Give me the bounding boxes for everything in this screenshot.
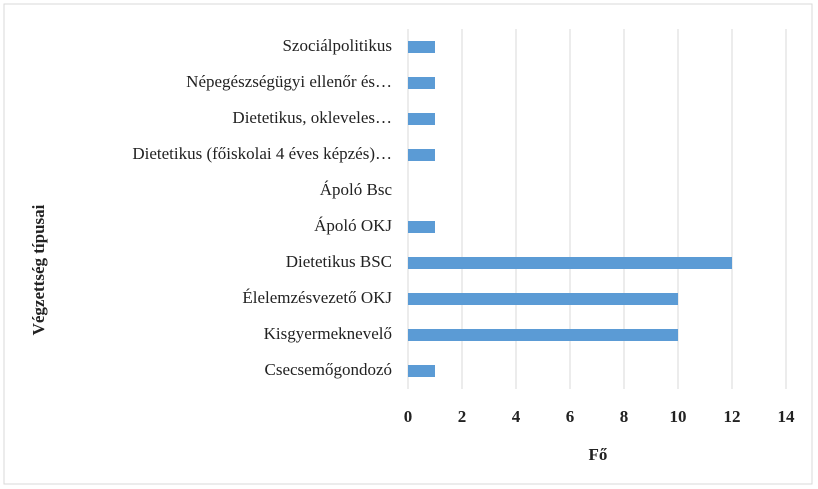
y-tick-label: Ápoló Bsc [320,180,393,199]
chart-frame [3,3,813,485]
x-tick-label: 10 [670,407,687,426]
bar [408,365,435,377]
bar [408,221,435,233]
y-tick-label: Dietetikus (főiskolai 4 éves képzés)… [132,144,392,163]
bar [408,329,678,341]
bar [408,149,435,161]
bar [408,77,435,89]
y-axis-title: Végzettség típusai [29,204,48,335]
bar [408,41,435,53]
y-tick-label: Dietetikus, okleveles… [232,108,392,127]
y-tick-label: Dietetikus BSC [286,252,392,271]
bar [408,113,435,125]
y-tick-label: Népegészségügyi ellenőr és… [186,72,392,91]
x-tick-label: 6 [566,407,575,426]
x-tick-label: 2 [458,407,467,426]
x-tick-label: 0 [404,407,413,426]
y-tick-label: Kisgyermeknevelő [264,324,392,343]
x-tick-label: 4 [512,407,521,426]
x-axis-title: Fő [589,445,608,464]
x-tick-label: 14 [778,407,796,426]
x-tick-label: 8 [620,407,629,426]
x-tick-label: 12 [724,407,741,426]
bar [408,257,732,269]
y-tick-label: Szociálpolitikus [282,36,392,55]
y-tick-label: Csecsemőgondozó [265,360,392,379]
bar [408,293,678,305]
y-tick-label: Élelemzésvezető OKJ [242,288,392,307]
y-tick-label: Ápoló OKJ [314,216,392,235]
